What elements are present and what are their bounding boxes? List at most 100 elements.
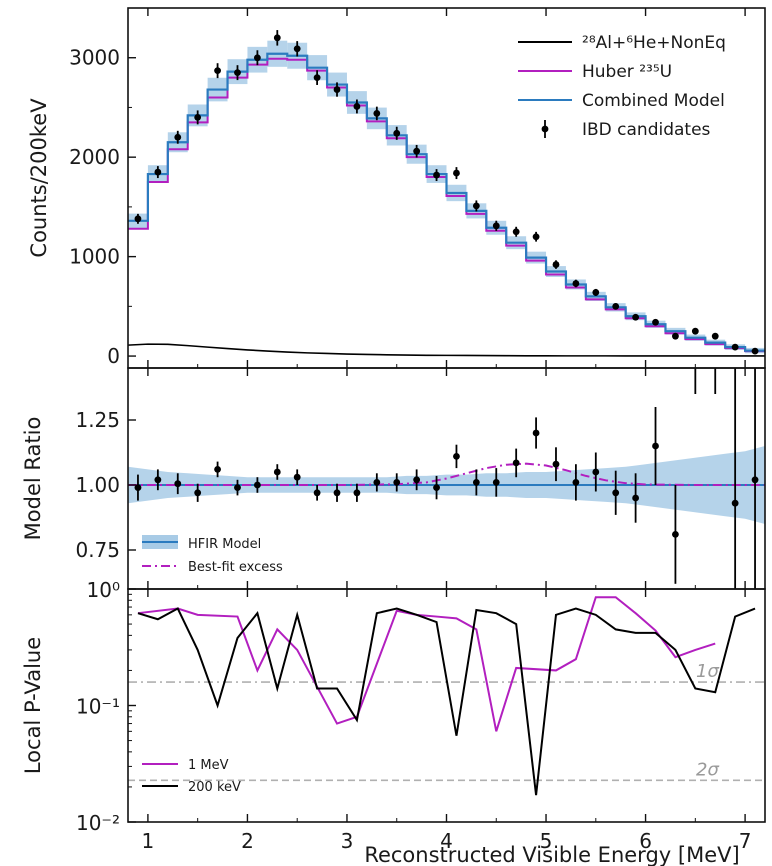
ibd-point (572, 280, 580, 287)
y-tick-label: 10⁻² (76, 811, 120, 835)
ratio-point (253, 481, 261, 489)
ibd-point (652, 318, 659, 326)
y-axis-title: Local P-Value (21, 637, 45, 774)
ratio-point (532, 429, 540, 437)
ibd-point (234, 69, 241, 77)
ibd-point (532, 233, 540, 241)
ibd-point (253, 54, 261, 62)
ibd-point (691, 327, 699, 335)
ratio-point (592, 468, 600, 476)
ibd-point (552, 261, 560, 268)
pvalue-plot-area (128, 596, 765, 796)
ratio-point (632, 494, 640, 502)
ibd-point (612, 302, 620, 310)
ratio-point (194, 489, 202, 497)
y-tick-label: 10⁰ (87, 578, 120, 602)
ibd-point (492, 222, 500, 230)
y-tick-label: 1000 (69, 245, 120, 269)
ratio-point (273, 468, 281, 476)
ibd-point (353, 103, 361, 110)
y-tick-label: 2000 (69, 145, 120, 169)
pvalue-series-line (137, 596, 716, 732)
x-tick-label: 3 (341, 829, 354, 853)
ratio-point (154, 476, 162, 484)
ratio-point (453, 453, 460, 460)
y-tick-label: 1.25 (75, 408, 120, 432)
ibd-point (592, 289, 600, 296)
ratio-point (214, 466, 221, 473)
ibd-point (194, 113, 202, 121)
ibd-point (174, 133, 182, 141)
ibd-point (453, 169, 460, 177)
x-tick-label: 7 (739, 829, 752, 853)
legend-entry: ²⁸Al+⁶He+NonEq (582, 33, 726, 53)
y-axis-title: Counts/200keV (27, 98, 51, 258)
y-tick-label: 0.75 (75, 538, 120, 562)
ratio-point (413, 476, 421, 484)
legend-entry: Huber ²³⁵U (582, 62, 672, 82)
ibd-point (373, 110, 381, 117)
legend-entry: HFIR Model (188, 537, 261, 552)
x-tick-label: 1 (142, 829, 155, 853)
legend-entry: Best-fit excess (188, 560, 283, 575)
ratio-point (492, 479, 500, 486)
ratio-point (134, 484, 142, 491)
legend-entry: IBD candidates (582, 120, 711, 140)
y-tick-label: 3000 (69, 46, 120, 70)
y-tick-label: 1.00 (75, 473, 120, 497)
ibd-point (393, 129, 401, 137)
ratio-point (333, 489, 341, 497)
ratio-point (393, 479, 401, 486)
ratio-point (512, 459, 520, 467)
ratio-point (552, 460, 560, 468)
ratio-point (234, 484, 241, 491)
x-tick-label: 2 (241, 829, 254, 853)
ratio-point (572, 479, 580, 486)
y-axis-title: Model Ratio (21, 417, 45, 541)
x-tick-label: 4 (440, 829, 453, 853)
legend-swatch-point (541, 125, 549, 133)
spectrum-plot-area (128, 30, 765, 357)
x-tick-label: 5 (540, 829, 553, 853)
ratio-plot-area (128, 368, 765, 589)
ibd-point (214, 67, 221, 75)
reference-line-label: 1σ (696, 661, 719, 682)
ibd-point (273, 34, 281, 42)
ratio-point (353, 489, 361, 497)
ratio-point (731, 499, 739, 507)
ibd-point (333, 86, 341, 93)
ibd-point (472, 202, 480, 210)
y-tick-label: 10⁻¹ (76, 695, 120, 719)
ibd-point (751, 347, 759, 355)
ibd-point (313, 74, 321, 82)
ratio-point (751, 476, 759, 484)
ibd-point (154, 168, 162, 176)
ratio-point (472, 479, 480, 486)
x-axis-title: Reconstructed Visible Energy [MeV] (364, 843, 739, 866)
ratio-point (293, 473, 301, 481)
legend-entry: 1 MeV (188, 758, 229, 773)
x-tick-label: 6 (639, 829, 652, 853)
ibd-point (293, 45, 301, 53)
ratio-point (612, 489, 620, 497)
ratio-point (672, 531, 679, 538)
ibd-point (672, 332, 679, 340)
legend-entry: Combined Model (582, 91, 725, 111)
ratio-point (174, 480, 182, 488)
ratio-point (433, 484, 440, 491)
ibd-point (711, 332, 719, 340)
chart-root: 0 1000 2000 3000 Counts/200keV ²⁸Al+⁶He+NonEq… (21, 7, 766, 866)
ibd-point (413, 147, 421, 155)
ibd-point (632, 313, 640, 321)
ratio-point (652, 442, 659, 450)
best-fit-excess-line (128, 462, 765, 486)
al28-he6-nonEq-line (128, 343, 765, 357)
ibd-point (512, 228, 520, 236)
pvalue-series-line (137, 607, 756, 796)
reference-line-label: 2σ (696, 759, 719, 780)
ratio-point (373, 479, 381, 486)
ratio-point (313, 489, 321, 497)
legend-entry: 200 keV (188, 780, 241, 795)
y-tick-label: 0 (107, 344, 120, 368)
